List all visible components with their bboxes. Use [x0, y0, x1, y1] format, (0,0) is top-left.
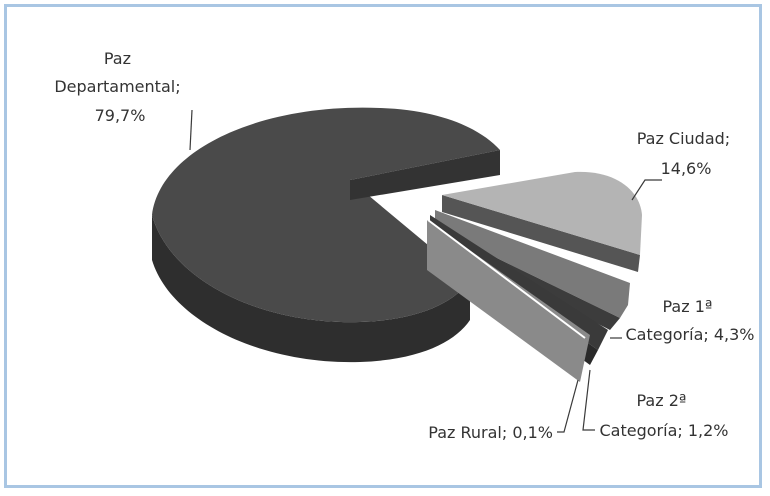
label-paz-ciudad: Paz Ciudad; 14,6%	[637, 129, 736, 178]
slice-paz-ciudad	[442, 171, 642, 272]
label-paz-2-categoria: Paz 2ª Categoría; 1,2%	[600, 391, 729, 440]
leader-paz-departamental	[189, 109, 193, 151]
leader-paz-2-categoria	[582, 369, 595, 431]
label-paz-rural: Paz Rural; 0,1%	[428, 423, 553, 442]
label-paz-departamental: Paz Departamental; 79,7%	[54, 49, 185, 125]
slice-paz-departamental	[152, 107, 500, 363]
leader-paz-ciudad	[631, 179, 662, 201]
leader-paz-rural	[557, 379, 579, 433]
slice-paz-rural	[427, 219, 590, 382]
label-paz-1-categoria: Paz 1ª Categoría; 4,3%	[626, 297, 755, 344]
